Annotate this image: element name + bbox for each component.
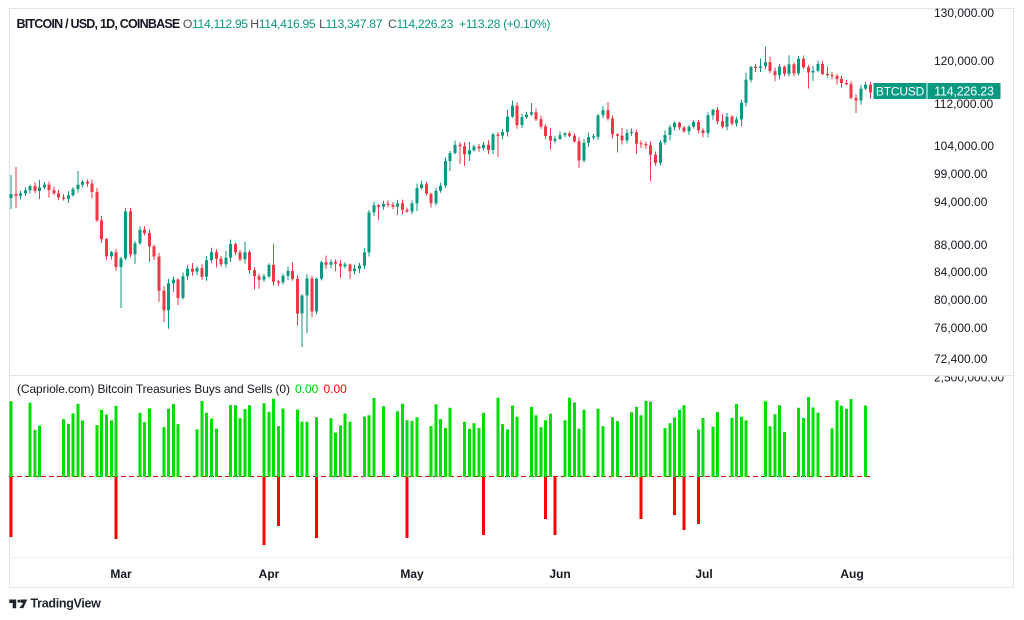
svg-text:94,000.00: 94,000.00 <box>934 195 988 209</box>
svg-text:Aug: Aug <box>840 567 863 581</box>
svg-text:BTCUSD: BTCUSD <box>876 85 925 99</box>
svg-text:May: May <box>400 567 424 581</box>
svg-text:104,000.00: 104,000.00 <box>934 139 994 153</box>
svg-text:80,000.00: 80,000.00 <box>934 293 988 307</box>
svg-text:84,000.00: 84,000.00 <box>934 265 988 279</box>
svg-text:112,000.00: 112,000.00 <box>934 97 993 111</box>
svg-text:114,226.23: 114,226.23 <box>934 85 994 99</box>
svg-text:120,000.00: 120,000.00 <box>934 54 994 68</box>
svg-text:H114,416.95: H114,416.95 <box>250 17 316 31</box>
svg-text:BITCOIN / USD, 1D, COINBASE: BITCOIN / USD, 1D, COINBASE <box>17 17 180 31</box>
svg-text:76,000.00: 76,000.00 <box>934 321 988 335</box>
svg-text:Jul: Jul <box>695 567 712 581</box>
svg-text:C114,226.23: C114,226.23 <box>388 17 454 31</box>
svg-text:99,000.00: 99,000.00 <box>934 167 988 181</box>
svg-text:72,400.00: 72,400.00 <box>934 352 988 366</box>
svg-text:0.00: 0.00 <box>324 382 348 396</box>
svg-text:88,000.00: 88,000.00 <box>934 238 988 252</box>
svg-text:(Capriole.com) Bitcoin Treasur: (Capriole.com) Bitcoin Treasuries Buys a… <box>17 382 290 396</box>
svg-text:+113.28 (+0.10%): +113.28 (+0.10%) <box>459 17 550 31</box>
svg-text:0.00: 0.00 <box>295 382 319 396</box>
svg-text:O114,112.95: O114,112.95 <box>183 17 248 31</box>
svg-text:130,000.00: 130,000.00 <box>934 6 994 20</box>
svg-text:2,500,000.00: 2,500,000.00 <box>934 371 1004 385</box>
svg-text:Jun: Jun <box>549 567 570 581</box>
svg-text:L113,347.87: L113,347.87 <box>319 17 383 31</box>
svg-text:Apr: Apr <box>259 567 280 581</box>
svg-text:Mar: Mar <box>110 567 132 581</box>
svg-text:TradingView: TradingView <box>31 597 102 611</box>
